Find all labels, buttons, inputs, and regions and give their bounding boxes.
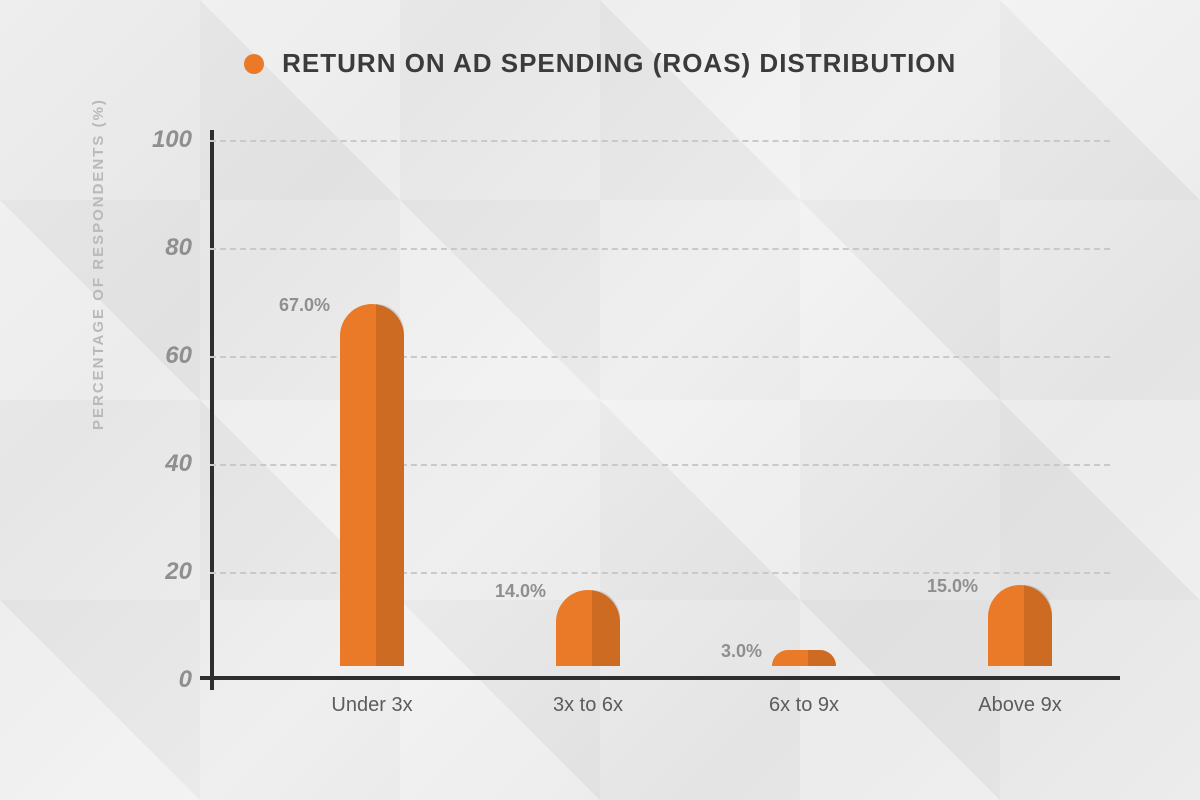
bar [556, 590, 620, 666]
bar-value-label: 14.0% [495, 581, 546, 602]
x-axis-line [200, 676, 1120, 680]
grid-line [210, 140, 1110, 142]
chart-plot-area: 02040608010067.0%Under 3x14.0%3x to 6x3.… [210, 140, 1110, 680]
bar [772, 650, 836, 666]
x-tick-label: 6x to 9x [769, 694, 839, 717]
bar-shade [376, 304, 404, 666]
y-axis-line [210, 130, 214, 690]
y-tick-label: 40 [165, 450, 192, 478]
y-tick-label: 20 [165, 558, 192, 586]
x-tick-label: Above 9x [978, 694, 1061, 717]
x-tick-label: 3x to 6x [553, 694, 623, 717]
bar-value-label: 67.0% [279, 295, 330, 316]
title-bullet-icon [244, 54, 264, 74]
y-tick-label: 80 [165, 234, 192, 262]
grid-line [210, 248, 1110, 250]
y-tick-label: 100 [152, 126, 192, 154]
bar [988, 585, 1052, 666]
x-tick-label: Under 3x [331, 694, 412, 717]
bar-shade [808, 650, 836, 666]
bar [340, 304, 404, 666]
y-axis-label: PERCENTAGE OF RESPONDENTS (%) [90, 98, 107, 430]
bar-value-label: 15.0% [927, 576, 978, 597]
chart-title: RETURN ON AD SPENDING (ROAS) DISTRIBUTIO… [282, 48, 956, 79]
chart-title-row: RETURN ON AD SPENDING (ROAS) DISTRIBUTIO… [0, 48, 1200, 79]
bar-shade [592, 590, 620, 666]
bar-value-label: 3.0% [721, 641, 762, 662]
y-tick-label: 0 [179, 666, 192, 694]
bar-shade [1024, 585, 1052, 666]
y-tick-label: 60 [165, 342, 192, 370]
